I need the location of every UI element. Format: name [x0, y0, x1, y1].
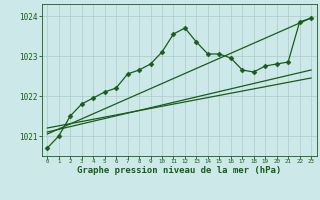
X-axis label: Graphe pression niveau de la mer (hPa): Graphe pression niveau de la mer (hPa) [77, 166, 281, 175]
